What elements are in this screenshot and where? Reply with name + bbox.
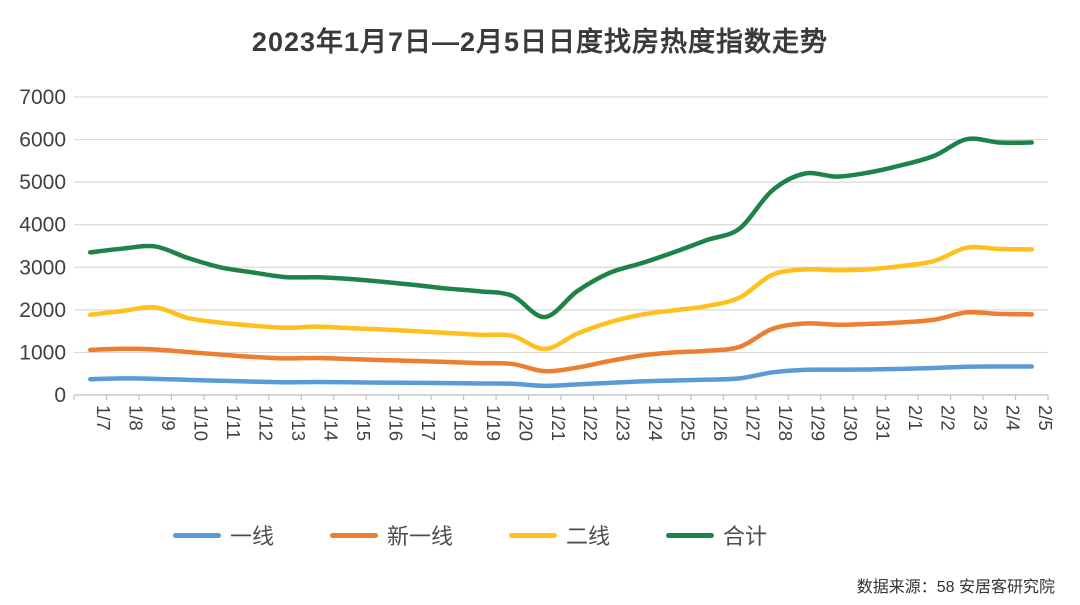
x-axis-category-label: 1/25	[678, 405, 699, 441]
x-axis-category-label: 1/19	[483, 405, 504, 441]
x-axis-category-label: 2/5	[1035, 405, 1056, 431]
legend-item-一线: 一线	[172, 519, 274, 551]
y-axis-tick-label: 4000	[19, 214, 66, 237]
series-line-一线	[87, 364, 1035, 389]
x-axis-category-label: 2/2	[937, 405, 958, 431]
y-axis-tick-label: 1000	[19, 341, 66, 364]
chart-title: 2023年1月7日—2月5日日度找房热度指数走势	[251, 27, 829, 57]
legend-label: 一线	[229, 524, 274, 549]
x-axis-category-label: 1/31	[872, 405, 893, 441]
legend-label: 合计	[723, 524, 768, 549]
x-axis-category-label: 1/14	[321, 405, 342, 441]
x-axis-category-label: 1/12	[256, 405, 277, 441]
x-axis-category-label: 1/30	[840, 405, 861, 441]
legend-swatch-icon	[666, 532, 715, 538]
x-axis-category-label: 1/15	[353, 405, 374, 441]
x-axis-category-label: 1/17	[418, 405, 439, 441]
series-line-合计	[87, 136, 1035, 320]
data-source-note: 数据来源：58 安居客研究院	[856, 579, 1055, 596]
x-axis-category-label: 1/28	[775, 405, 796, 441]
y-axis-tick-label: 5000	[19, 171, 66, 194]
x-axis-category-label: 1/8	[126, 405, 147, 431]
series-line-新一线	[87, 309, 1035, 374]
x-axis-category-label: 2/3	[970, 405, 991, 431]
y-axis-tick-label: 7000	[19, 86, 66, 109]
x-axis-category-label: 1/16	[385, 405, 406, 441]
series-line-二线	[87, 244, 1035, 352]
x-axis-category-label: 1/20	[515, 405, 536, 441]
legend-item-合计: 合计	[666, 519, 767, 551]
y-axis-tick-label: 0	[54, 384, 66, 407]
x-axis-category-label: 1/27	[743, 405, 764, 441]
x-axis-category-label: 1/22	[580, 405, 601, 441]
legend-label: 二线	[566, 524, 611, 549]
legend-item-二线: 二线	[509, 519, 610, 551]
x-axis-category-label: 2/1	[905, 405, 926, 431]
legend-item-新一线: 新一线	[329, 519, 453, 551]
y-axis-tick-label: 3000	[19, 256, 66, 279]
legend-label: 新一线	[386, 524, 453, 549]
y-axis-tick-label: 2000	[19, 299, 66, 322]
x-axis-category-label: 1/29	[808, 405, 829, 441]
legend-swatch-icon	[329, 532, 378, 538]
x-axis-category-label: 1/10	[191, 405, 212, 441]
x-axis-category-label: 2/4	[1002, 405, 1023, 431]
x-axis-category-label: 1/18	[450, 405, 471, 441]
x-axis-category-label: 1/21	[548, 405, 569, 441]
legend-swatch-icon	[509, 532, 557, 538]
x-axis-category-label: 1/7	[93, 405, 114, 431]
x-axis-category-label: 1/13	[288, 405, 309, 441]
legend-swatch-icon	[172, 532, 221, 538]
y-axis-tick-label: 6000	[19, 129, 66, 152]
x-axis-category-label: 1/11	[223, 405, 244, 440]
x-axis-category-label: 1/9	[158, 405, 179, 431]
x-axis-category-label: 1/23	[613, 405, 634, 441]
chart-legend: 一线 新一线 二线 合计	[0, 519, 1010, 551]
x-axis-category-label: 1/26	[710, 405, 731, 441]
x-axis-category-label: 1/24	[645, 405, 666, 441]
